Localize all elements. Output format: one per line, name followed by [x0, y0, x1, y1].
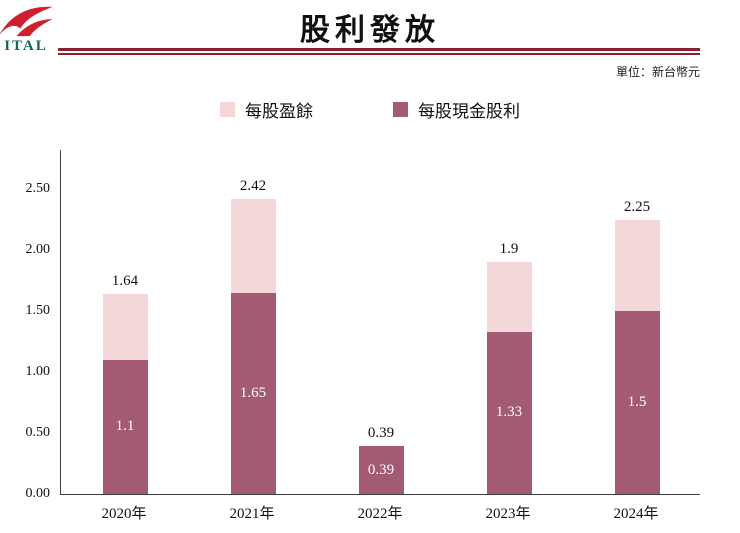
x-axis-label: 2023年	[485, 506, 531, 522]
plot-area: 1.64 1.1 2.42 1.65 0.39 0.39 1.9 1.33 2.25 1.5	[60, 150, 700, 495]
bar-cash-label: 1.5	[627, 394, 647, 410]
cash-dividend-segment: 0.39	[358, 446, 404, 494]
bar-group-2021年: 2.42 1.65	[189, 178, 317, 494]
stacked-bar: 1.5	[614, 219, 660, 494]
cash-dividend-segment: 1.5	[614, 311, 660, 494]
eps-segment	[230, 198, 276, 293]
logo-text: ITAL	[4, 38, 48, 54]
y-tick-label: 0.00	[25, 486, 51, 501]
stacked-bar: 1.33	[486, 262, 532, 494]
legend-label-eps: 每股盈餘	[245, 102, 313, 122]
dividend-chart: 0.00 0.50 1.00 1.50 2.00 2.50 1.64 1.1 2.42 1.65…	[0, 150, 740, 533]
legend-item-eps: 每股盈餘	[220, 97, 313, 122]
bar-total-label: 2.25	[623, 198, 651, 215]
eps-segment	[102, 293, 148, 360]
eps-segment	[614, 219, 660, 311]
y-tick-label: 2.50	[25, 181, 51, 196]
bar-cash-label: 0.39	[367, 461, 395, 478]
cash-dividend-segment: 1.33	[486, 331, 532, 494]
title-underline-top	[58, 48, 700, 51]
x-axis-labels: 2020年 2021年 2022年 2023年 2024年	[60, 502, 700, 526]
unit-label: 單位：新台幣元	[615, 65, 700, 79]
eps-segment	[486, 262, 532, 332]
cash-dividend-segment: 1.65	[230, 292, 276, 494]
bar-total-label: 1.64	[111, 272, 139, 289]
bar-group-2020年: 1.64 1.1	[61, 273, 189, 494]
bar-total-label: 2.42	[239, 177, 267, 194]
y-axis: 0.00 0.50 1.00 1.50 2.00 2.50	[0, 150, 52, 501]
bar-group-2023年: 1.9 1.33	[445, 241, 573, 494]
page-title: 股利發放	[300, 13, 440, 48]
cash-dividend-segment: 1.1	[102, 359, 148, 494]
y-tick-label: 1.00	[25, 364, 51, 379]
bar-cash-label: 1.33	[495, 404, 523, 421]
legend-swatch-cash-dividend	[393, 102, 408, 117]
company-logo: ITAL	[0, 4, 62, 55]
y-tick-label: 2.00	[25, 242, 51, 257]
x-axis-label: 2022年	[357, 506, 403, 522]
bar-group-2024年: 2.25 1.5	[573, 198, 701, 494]
bar-total-label: 1.9	[499, 241, 519, 258]
legend-item-cash-dividend: 每股現金股利	[393, 97, 520, 122]
bar-cash-label: 1.65	[239, 384, 267, 401]
logo-bird-icon	[0, 6, 53, 37]
legend: 每股盈餘 每股現金股利	[0, 97, 740, 122]
y-tick-label: 1.50	[25, 303, 51, 318]
legend-swatch-eps	[220, 102, 235, 117]
y-tick-label: 0.50	[25, 425, 51, 440]
stacked-bar: 0.39	[358, 446, 404, 494]
x-axis-label: 2021年	[229, 506, 275, 522]
stacked-bar: 1.1	[102, 293, 148, 494]
bar-group-2022年: 0.39 0.39	[317, 425, 445, 494]
stacked-bar: 1.65	[230, 198, 276, 494]
bar-cash-label: 1.1	[115, 418, 135, 435]
x-axis-label: 2020年	[101, 506, 147, 522]
title-underline-bottom	[58, 53, 700, 55]
legend-label-cash-dividend: 每股現金股利	[418, 102, 520, 122]
bar-total-label: 0.39	[367, 425, 395, 442]
x-axis-label: 2024年	[613, 506, 659, 522]
